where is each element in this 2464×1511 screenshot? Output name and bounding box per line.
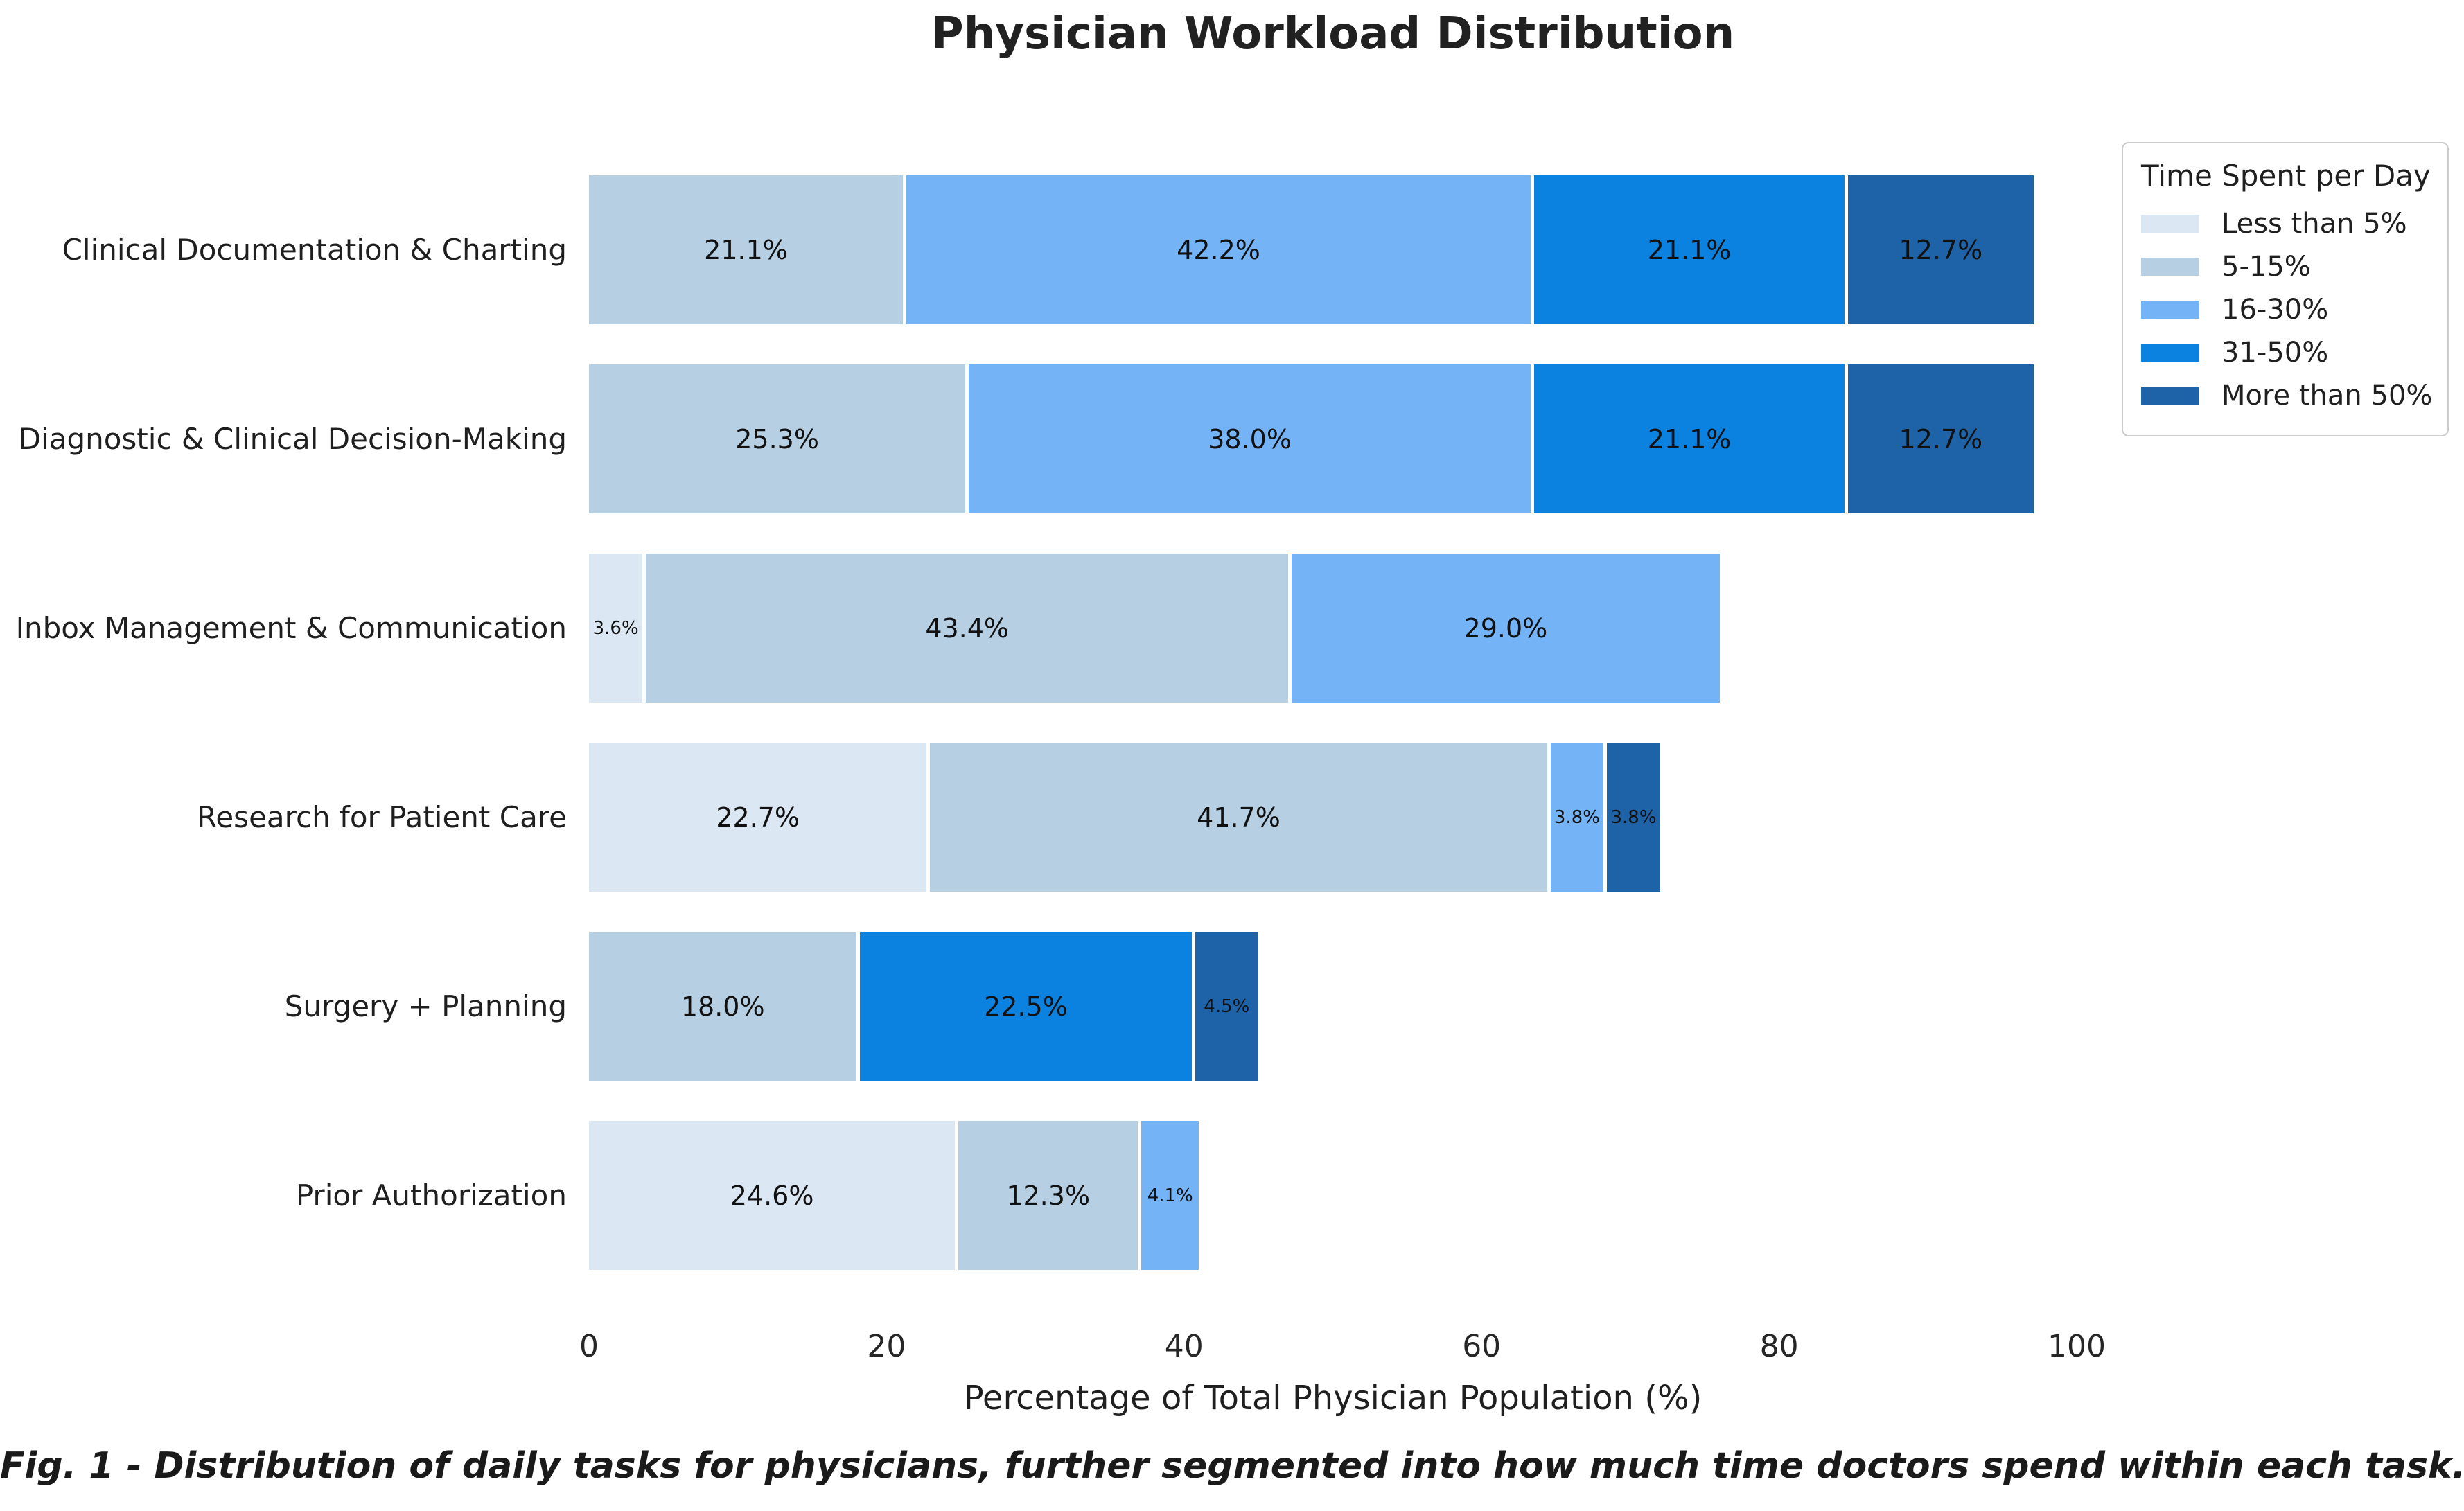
segment-value-label: 4.1% [1147, 1185, 1193, 1206]
x-axis-tick: 20 [867, 1329, 906, 1364]
segment-value-label: 41.7% [1197, 802, 1281, 833]
bar-row: 21.1% 42.2% 21.1% 12.7% [589, 175, 2034, 324]
bar-segment: 12.3% [955, 1121, 1138, 1270]
bar-segment: 3.6% [589, 554, 643, 703]
x-axis-tick: 80 [1759, 1329, 1799, 1364]
legend-swatch [2141, 344, 2199, 362]
bar-segment: 12.7% [1845, 364, 2034, 513]
legend: Time Spent per Day Less than 5% 5-15% 16-3… [2122, 142, 2449, 436]
segment-value-label: 43.4% [925, 612, 1010, 644]
legend-entry-label: More than 50% [2221, 380, 2433, 412]
category-label: Clinical Documentation & Charting [62, 233, 567, 267]
x-axis-tick: 60 [1462, 1329, 1502, 1364]
bar-segment: 4.1% [1138, 1121, 1199, 1270]
x-axis-tick: 40 [1164, 1329, 1204, 1364]
legend-entry: 31-50% [2141, 331, 2429, 374]
bar-segment: 3.8% [1603, 743, 1660, 892]
bar-row: 3.6% 43.4% 29.0% [589, 554, 1720, 703]
segment-value-label: 12.3% [1006, 1180, 1091, 1211]
x-axis-label: Percentage of Total Physician Population… [963, 1379, 1702, 1417]
bar-segment: 18.0% [589, 932, 857, 1081]
segment-value-label: 18.0% [680, 991, 765, 1022]
segment-value-label: 21.1% [704, 234, 788, 265]
legend-swatch [2141, 387, 2199, 405]
segment-value-label: 21.1% [1647, 234, 1732, 265]
bar-row: 22.7% 41.7% 3.8% 3.8% [589, 743, 1660, 892]
bar-segment: 21.1% [589, 175, 904, 324]
segment-value-label: 21.1% [1647, 423, 1732, 454]
segment-value-label: 3.8% [1610, 806, 1657, 828]
segment-value-label: 24.6% [730, 1180, 814, 1211]
category-label: Diagnostic & Clinical Decision-Making [18, 422, 567, 456]
bar-segment: 24.6% [589, 1121, 956, 1270]
segment-value-label: 22.7% [716, 802, 800, 833]
bar-segment: 38.0% [965, 364, 1531, 513]
segment-value-label: 29.0% [1463, 612, 1548, 644]
category-label: Surgery + Planning [284, 989, 567, 1023]
legend-swatch [2141, 301, 2199, 319]
bar-segment: 42.2% [903, 175, 1531, 324]
segment-value-label: 3.6% [592, 617, 639, 639]
bar-segment: 43.4% [642, 554, 1289, 703]
legend-entry: Less than 5% [2141, 202, 2429, 245]
segment-value-label: 42.2% [1177, 234, 1260, 265]
legend-entry-label: Less than 5% [2221, 208, 2407, 240]
bar-segment: 41.7% [926, 743, 1547, 892]
segment-value-label: 25.3% [735, 423, 819, 454]
x-axis-tick: 100 [2048, 1329, 2106, 1364]
legend-entry-label: 5-15% [2221, 251, 2311, 283]
legend-entry: 5-15% [2141, 245, 2429, 288]
legend-swatch [2141, 258, 2199, 276]
bar-row: 25.3% 38.0% 21.1% 12.7% [589, 364, 2034, 513]
category-label: Prior Authorization [295, 1178, 567, 1212]
legend-entry: 16-30% [2141, 288, 2429, 331]
bar-segment: 22.5% [856, 932, 1192, 1081]
segment-value-label: 22.5% [984, 991, 1068, 1022]
bar-segment: 25.3% [589, 364, 966, 513]
bar-segment: 4.5% [1191, 932, 1259, 1081]
bar-segment: 22.7% [589, 743, 927, 892]
segment-value-label: 12.7% [1899, 234, 1983, 265]
chart-title: Physician Workload Distribution [931, 8, 1735, 60]
category-label: Research for Patient Care [197, 800, 567, 834]
x-axis-tick: 0 [579, 1329, 599, 1364]
bar-row: 18.0% 22.5% 4.5% [589, 932, 1259, 1081]
bar-segment: 29.0% [1288, 554, 1720, 703]
segment-value-label: 38.0% [1208, 423, 1292, 454]
legend-entry-label: 16-30% [2221, 294, 2329, 326]
legend-title: Time Spent per Day [2141, 159, 2431, 193]
bar-row: 24.6% 12.3% 4.1% [589, 1121, 1199, 1270]
legend-entries: Less than 5% 5-15% 16-30% 31-50% More than 5… [2141, 202, 2433, 417]
segment-value-label: 3.8% [1554, 806, 1600, 828]
bar-segment: 21.1% [1531, 364, 1845, 513]
legend-entry-label: 31-50% [2221, 337, 2329, 369]
segment-value-label: 12.7% [1899, 423, 1983, 454]
figure-caption: Fig. 1 - Distribution of daily tasks for… [0, 1445, 2464, 1487]
bar-segment: 12.7% [1845, 175, 2034, 324]
bar-segment: 21.1% [1531, 175, 1845, 324]
category-label: Inbox Management & Communication [15, 611, 567, 645]
legend-entry: More than 50% [2141, 374, 2433, 417]
legend-swatch [2141, 215, 2199, 233]
bar-segment: 3.8% [1547, 743, 1604, 892]
segment-value-label: 4.5% [1204, 996, 1250, 1017]
